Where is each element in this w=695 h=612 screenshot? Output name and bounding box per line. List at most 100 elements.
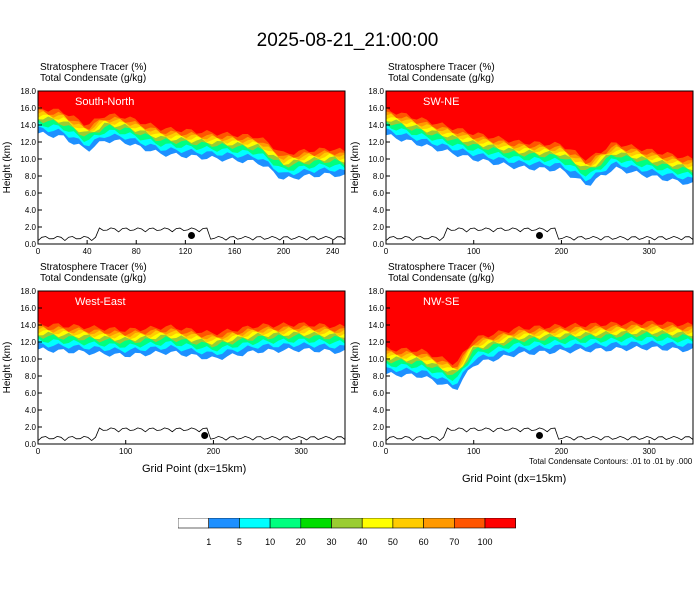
y-axis-label: Height (km)	[350, 142, 361, 194]
panel-west-east: Stratosphere Tracer (%) Total Condensate…	[0, 262, 346, 456]
colorbar-swatch	[423, 518, 455, 529]
y-tick-label: 4.0	[25, 206, 37, 215]
colorbar-swatch	[239, 518, 271, 529]
y-tick-label: 18.0	[368, 87, 384, 96]
plot-area	[38, 91, 345, 244]
y-tick-label: 16.0	[368, 104, 384, 113]
y-tick-label: 6.0	[25, 189, 37, 198]
location-marker	[536, 232, 543, 239]
y-tick-label: 8.0	[25, 372, 37, 381]
contour-footnote: Total Condensate Contours: .01 to .01 by…	[529, 457, 693, 466]
location-marker	[536, 432, 543, 439]
y-tick-label: 0.0	[373, 240, 385, 249]
colorbar-swatch	[178, 518, 210, 529]
x-tick-label: 240	[326, 247, 340, 256]
y-tick-label: 10.0	[20, 355, 36, 364]
tracer-band	[386, 291, 693, 366]
panel-name: West-East	[75, 296, 126, 308]
colorbar-label: 20	[296, 537, 306, 547]
tracer-label: Stratosphere Tracer (%)	[388, 62, 495, 73]
colorbar-swatch	[392, 518, 424, 529]
tracer-band	[386, 91, 693, 161]
y-tick-label: 10.0	[368, 155, 384, 164]
y-tick-label: 0.0	[25, 440, 37, 449]
y-tick-label: 12.0	[20, 138, 36, 147]
panel-sw-ne: Stratosphere Tracer (%) Total Condensate…	[348, 62, 694, 256]
x-tick-label: 200	[207, 447, 221, 456]
x-tick-label: 0	[384, 247, 389, 256]
x-tick-label: 0	[36, 247, 41, 256]
y-tick-label: 8.0	[25, 172, 37, 181]
colorbar-swatch	[269, 518, 302, 529]
y-tick-label: 6.0	[373, 189, 385, 198]
plot-frame	[37, 90, 346, 245]
y-axis-label: Height (km)	[2, 342, 13, 394]
y-axis-label: Height (km)	[350, 342, 361, 394]
y-tick-label: 14.0	[368, 121, 384, 130]
colorbar-swatch	[331, 518, 363, 529]
x-tick-label: 300	[642, 447, 656, 456]
colorbar-label: 100	[477, 537, 492, 547]
heatmap-south-north: 0.0 2.0 4.0 6.0 8.0 10.0 12.0 14.0 16.0 18.0 0 40 80…	[2, 87, 346, 256]
y-tick-label: 4.0	[373, 406, 385, 415]
condensate-label: Total Condensate (g/kg)	[388, 73, 495, 84]
colorbar-swatch	[484, 518, 517, 529]
x-tick-label: 300	[642, 247, 656, 256]
location-marker	[201, 432, 209, 439]
y-tick-label: 2.0	[25, 223, 37, 232]
y-tick-label: 4.0	[373, 206, 385, 215]
panel-nw-se: Stratosphere Tracer (%) Total Condensate…	[348, 262, 694, 456]
x-tick-label: 100	[119, 447, 133, 456]
colorbar-label: 50	[388, 537, 398, 547]
y-tick-label: 6.0	[25, 389, 37, 398]
y-tick-label: 10.0	[368, 355, 384, 364]
colorbar-swatch	[453, 518, 486, 529]
x-tick-label: 200	[555, 447, 569, 456]
colorbar-label: 40	[357, 537, 367, 547]
x-tick-label: 40	[83, 247, 92, 256]
x-tick-label: 100	[467, 447, 481, 456]
y-tick-label: 18.0	[20, 87, 36, 96]
colorbar-label: 10	[265, 537, 275, 547]
tracer-band	[38, 91, 345, 155]
heatmap-nw-se: 0.0 2.0 4.0 6.0 8.0 10.0 12.0 14.0 16.0 18.0 0 100 2…	[350, 287, 694, 456]
panel-name: NW-SE	[423, 296, 459, 308]
y-tick-label: 6.0	[373, 389, 385, 398]
y-tick-label: 0.0	[25, 240, 37, 249]
condensate-label: Total Condensate (g/kg)	[388, 273, 495, 284]
terrain-line	[386, 427, 693, 442]
y-tick-label: 2.0	[25, 423, 37, 432]
heatmap-west-east: 0.0 2.0 4.0 6.0 8.0 10.0 12.0 14.0 16.0 18.0 0 100 2…	[2, 287, 346, 456]
location-marker	[188, 232, 195, 239]
x-tick-label: 160	[228, 247, 242, 256]
y-tick-label: 12.0	[20, 338, 36, 347]
colorbar-label: 60	[419, 537, 429, 547]
y-tick-label: 10.0	[20, 155, 36, 164]
x-tick-label: 300	[294, 447, 308, 456]
heatmap-sw-ne: 0.0 2.0 4.0 6.0 8.0 10.0 12.0 14.0 16.0 18.0 0 100 2…	[350, 87, 694, 256]
x-tick-label: 80	[132, 247, 141, 256]
colorbar-label: 5	[237, 537, 242, 547]
y-tick-label: 4.0	[25, 406, 37, 415]
plot-area	[386, 291, 693, 444]
tracer-label: Stratosphere Tracer (%)	[40, 262, 147, 273]
colorbar-swatch	[208, 518, 240, 529]
x-tick-label: 200	[555, 247, 569, 256]
panel-name: South-North	[75, 96, 134, 108]
y-tick-label: 16.0	[20, 104, 36, 113]
y-tick-label: 16.0	[20, 304, 36, 313]
tracer-band	[38, 291, 345, 336]
plot-area	[38, 291, 345, 444]
colorbar-label: 70	[449, 537, 459, 547]
colorbar-swatch	[361, 518, 394, 529]
terrain-line	[38, 427, 345, 442]
y-tick-label: 8.0	[373, 172, 385, 181]
y-tick-label: 18.0	[20, 287, 36, 296]
colorbar: 1 5 10 20 30 40 50 60 70 100	[178, 518, 517, 547]
x-tick-label: 100	[467, 247, 481, 256]
plot-area	[386, 91, 693, 244]
y-tick-label: 14.0	[368, 321, 384, 330]
x-tick-label: 0	[36, 447, 41, 456]
plot-frame	[385, 290, 694, 445]
y-tick-label: 16.0	[368, 304, 384, 313]
